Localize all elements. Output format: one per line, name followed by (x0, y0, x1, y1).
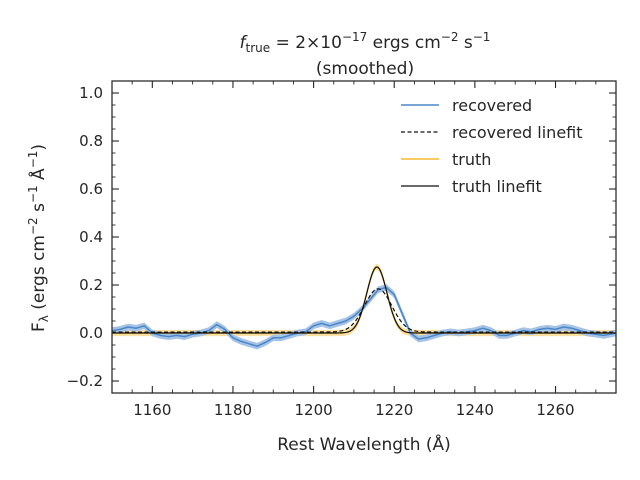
series-layer (112, 263, 616, 350)
legend-label-recovered: recovered (452, 96, 532, 115)
x-tick-label: 1260 (536, 401, 574, 419)
legend-entry-recovered: recovered (401, 96, 532, 115)
y-tick-label: −0.2 (67, 372, 103, 390)
y-tick-label: 0.0 (79, 324, 103, 342)
x-tick-label: 1180 (214, 401, 252, 419)
legend-entry-truth-linefit: truth linefit (401, 177, 542, 196)
x-axis-label: Rest Wavelength (Å) (277, 433, 451, 455)
recovered-linefit-line (112, 288, 616, 333)
x-tick-label: 1220 (375, 401, 413, 419)
y-tick-label: 0.8 (79, 132, 103, 150)
x-tick-label: 1200 (295, 401, 333, 419)
x-tick-label: 1240 (456, 401, 494, 419)
chart-title-line1: ftrue = 2×10−17 ergs cm−2 s−1 (240, 30, 491, 55)
legend-label-truth-linefit: truth linefit (452, 177, 542, 196)
legend-entry-truth: truth (401, 150, 491, 169)
plot-frame (111, 80, 617, 394)
chart-title-line2: (smoothed) (316, 59, 414, 79)
legend-label-recovered-linefit: recovered linefit (452, 123, 583, 142)
legend: recovered recovered linefit truth truth … (401, 96, 583, 196)
legend-entry-recovered-linefit: recovered linefit (401, 123, 583, 142)
x-tick-label: 1160 (133, 401, 171, 419)
truth-linefit-line (112, 266, 616, 334)
legend-label-truth: truth (452, 150, 491, 169)
y-tick-label: 0.2 (79, 276, 103, 294)
y-tick-label: 0.6 (79, 180, 103, 198)
y-tick-label: 0.4 (79, 228, 103, 246)
y-axis-label: Fλ (ergs cm−2 s−1 Å−1) (26, 144, 51, 332)
y-tick-label: 1.0 (79, 84, 103, 102)
